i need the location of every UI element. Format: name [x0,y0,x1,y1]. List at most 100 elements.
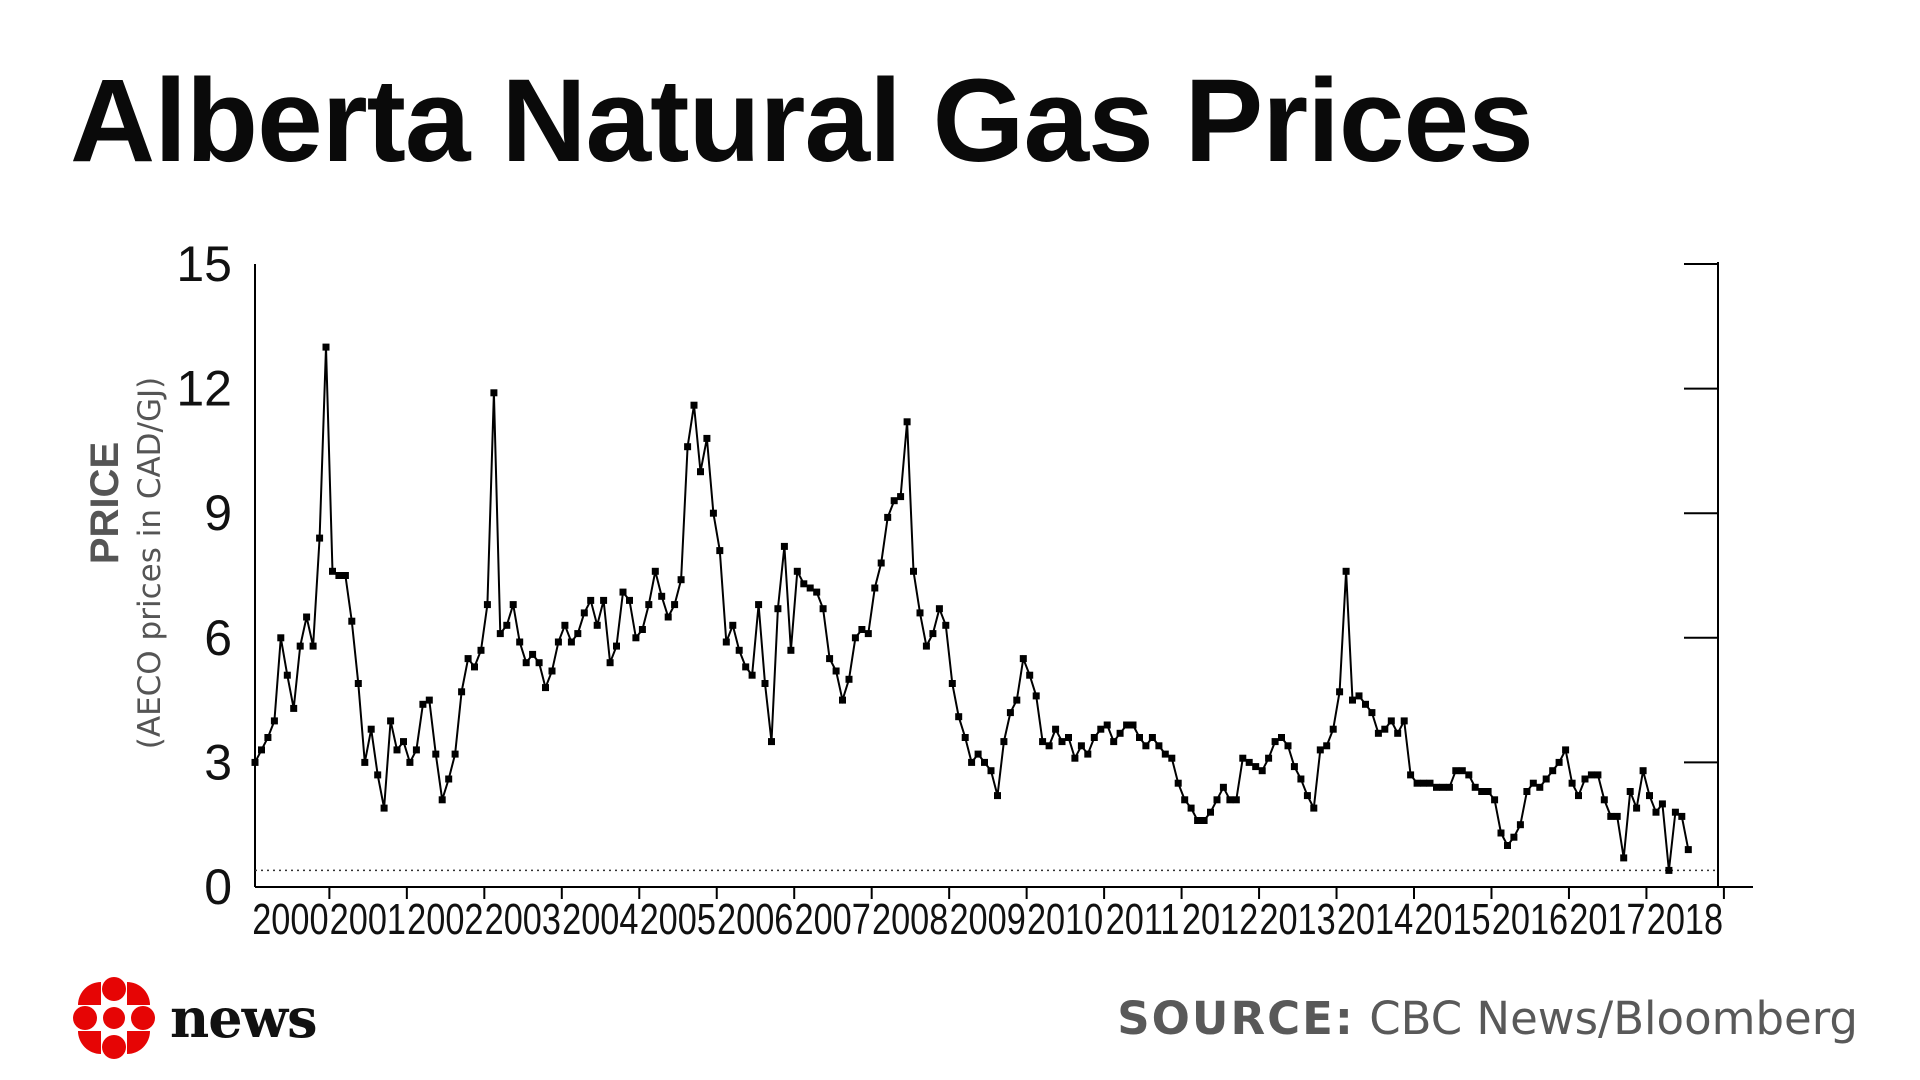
data-point [1026,671,1034,679]
data-point [1258,767,1266,775]
data-point [780,542,788,550]
x-tick-label: 2000 [252,895,328,944]
data-point [1484,788,1492,795]
data-point [1420,779,1428,787]
data-point [839,696,846,704]
data-point [1433,783,1440,791]
data-point [1407,771,1415,779]
data-point [1161,750,1169,758]
cbc-news-logo: news [70,974,318,1062]
data-point [451,750,459,758]
data-point [1000,738,1008,746]
data-point [742,663,750,671]
data-point [1148,734,1156,741]
data-point [819,605,827,613]
data-point [1607,812,1615,820]
data-point [1523,788,1531,795]
data-point [1478,788,1486,795]
data-point [1536,783,1544,791]
data-point [638,626,646,633]
data-point [303,613,311,621]
data-point [716,547,724,555]
data-point [806,584,814,592]
data-point [709,509,717,517]
data-point [1439,783,1447,791]
data-point [1136,734,1143,741]
data-point [632,634,640,642]
data-point [1207,808,1214,816]
data-point [348,617,356,625]
y-axis-title: PRICE [83,442,127,564]
data-point [1006,709,1014,717]
data-point [1413,779,1421,787]
x-tick-label: 2013 [1259,895,1335,944]
data-point [968,758,976,766]
data-point [1678,812,1686,820]
data-point [671,601,679,609]
data-point [922,642,930,650]
x-tick-label: 2009 [949,895,1025,944]
data-point [561,621,569,629]
data-point [1013,696,1021,704]
data-point [1626,788,1634,795]
data-point [929,630,937,638]
data-point [1110,738,1118,746]
data-point [748,671,756,679]
data-point [574,630,582,638]
data-point [1116,729,1124,737]
data-point [322,343,330,351]
data-point [845,675,853,683]
data-point [1084,750,1092,758]
x-tick-label: 2004 [562,895,638,944]
y-tick-label: 12 [176,361,232,417]
data-point [626,596,633,604]
data-point [677,576,685,584]
data-point [1613,812,1621,820]
data-point [1265,754,1273,762]
data-point [445,775,453,783]
data-point [1581,775,1589,783]
data-point [419,700,427,708]
data-point [1097,725,1105,733]
data-point [606,659,614,667]
data-point [1213,796,1221,804]
data-point [1549,767,1557,775]
data-point [948,680,956,687]
x-tick-label: 2005 [640,895,716,944]
data-point [387,717,395,725]
data-point [1155,742,1163,750]
data-point [1658,800,1666,808]
data-point [735,646,743,654]
data-point [264,734,272,741]
data-point [529,650,537,658]
data-point [406,758,414,766]
cbc-gem-icon [73,977,155,1059]
data-point [1600,796,1608,804]
data-point [1491,796,1499,804]
data-point [542,684,549,692]
x-tick-label: 2016 [1492,895,1568,944]
data-point [580,609,588,617]
data-point [664,613,672,621]
data-point [1646,792,1653,800]
data-point [548,667,556,675]
data-point [1465,771,1473,779]
data-point [1575,792,1582,800]
data-point [361,758,369,766]
data-point [703,434,711,442]
data-point [1123,721,1131,729]
data-point [851,634,859,642]
data-point [1232,796,1240,804]
data-point [1174,779,1182,787]
data-point [1284,742,1292,750]
data-point [1103,721,1111,729]
data-point [1633,804,1641,812]
data-point [1374,729,1382,737]
data-point [910,567,917,575]
data-point [335,572,343,579]
x-tick-label: 2011 [1106,895,1180,944]
data-point [1542,775,1550,783]
data-point [1168,754,1176,762]
data-point [1142,742,1150,750]
